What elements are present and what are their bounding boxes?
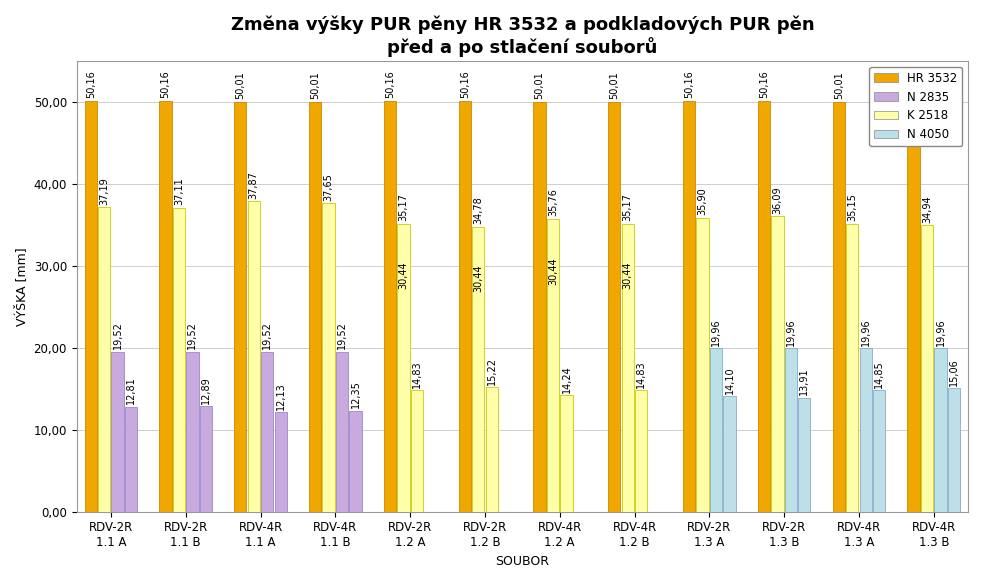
- Bar: [248, 201, 260, 512]
- Bar: [723, 396, 735, 512]
- Text: 30,44: 30,44: [398, 262, 408, 289]
- Text: 19,52: 19,52: [188, 321, 198, 349]
- Bar: [560, 395, 572, 512]
- Text: 19,52: 19,52: [113, 321, 123, 349]
- Bar: [859, 348, 872, 512]
- Text: 12,81: 12,81: [126, 377, 136, 404]
- Bar: [784, 348, 797, 512]
- Text: 37,87: 37,87: [249, 171, 259, 199]
- Bar: [125, 407, 138, 512]
- Bar: [547, 219, 559, 512]
- Bar: [472, 227, 485, 512]
- Bar: [159, 101, 172, 512]
- Bar: [322, 203, 335, 512]
- Bar: [846, 224, 858, 512]
- Bar: [683, 101, 695, 512]
- Bar: [383, 101, 396, 512]
- Text: 35,76: 35,76: [548, 188, 558, 216]
- Text: 50,01: 50,01: [908, 72, 918, 100]
- Bar: [397, 223, 410, 512]
- Text: 13,91: 13,91: [799, 368, 809, 395]
- Bar: [200, 406, 212, 512]
- Bar: [710, 348, 723, 512]
- Text: 19,96: 19,96: [711, 318, 722, 346]
- Text: 37,19: 37,19: [99, 177, 109, 205]
- Bar: [621, 223, 634, 512]
- Bar: [772, 216, 783, 512]
- Bar: [935, 348, 947, 512]
- Bar: [349, 410, 362, 512]
- X-axis label: SOUBOR: SOUBOR: [495, 555, 549, 568]
- Text: 14,83: 14,83: [636, 360, 646, 388]
- Text: 19,52: 19,52: [262, 321, 272, 349]
- Text: 35,90: 35,90: [698, 187, 708, 215]
- Text: 30,44: 30,44: [548, 258, 558, 285]
- Bar: [873, 390, 886, 512]
- Text: 50,16: 50,16: [460, 71, 470, 98]
- Text: 37,11: 37,11: [174, 177, 184, 205]
- Bar: [833, 102, 845, 512]
- Text: 50,16: 50,16: [684, 71, 694, 98]
- Text: 12,13: 12,13: [275, 382, 286, 410]
- Text: 50,01: 50,01: [609, 72, 619, 100]
- Text: 30,44: 30,44: [623, 262, 633, 289]
- Bar: [697, 217, 709, 512]
- Text: 35,15: 35,15: [847, 194, 857, 221]
- Text: 14,10: 14,10: [724, 366, 734, 394]
- Text: 35,17: 35,17: [623, 193, 633, 221]
- Bar: [921, 226, 933, 512]
- Text: 34,94: 34,94: [922, 195, 932, 223]
- Bar: [85, 101, 97, 512]
- Bar: [948, 388, 960, 512]
- Text: 19,96: 19,96: [861, 318, 871, 346]
- Text: 37,65: 37,65: [323, 173, 333, 201]
- Title: Změna výšky PUR pěny HR 3532 a podkladových PUR pěn
před a po stlačení souborů: Změna výšky PUR pěny HR 3532 a podkladov…: [231, 15, 814, 57]
- Text: 50,01: 50,01: [235, 72, 246, 100]
- Bar: [459, 101, 471, 512]
- Bar: [907, 102, 920, 512]
- Text: 34,78: 34,78: [473, 196, 484, 224]
- Bar: [336, 352, 348, 512]
- Text: 50,16: 50,16: [86, 71, 95, 98]
- Text: 19,96: 19,96: [785, 318, 796, 346]
- Text: 14,24: 14,24: [561, 365, 571, 392]
- Legend: HR 3532, N 2835, K 2518, N 4050: HR 3532, N 2835, K 2518, N 4050: [869, 67, 962, 146]
- Text: 15,22: 15,22: [487, 357, 496, 385]
- Text: 19,52: 19,52: [337, 321, 347, 349]
- Y-axis label: VÝŠKA [mm]: VÝŠKA [mm]: [15, 247, 28, 326]
- Bar: [309, 102, 321, 512]
- Text: 30,44: 30,44: [473, 264, 484, 292]
- Text: 12,89: 12,89: [201, 376, 211, 403]
- Text: 50,16: 50,16: [160, 71, 170, 98]
- Bar: [261, 352, 273, 512]
- Bar: [534, 102, 546, 512]
- Bar: [758, 101, 770, 512]
- Text: 14,83: 14,83: [412, 360, 422, 388]
- Text: 50,01: 50,01: [834, 72, 843, 100]
- Text: 14,85: 14,85: [874, 360, 884, 388]
- Bar: [798, 398, 810, 512]
- Bar: [173, 208, 185, 512]
- Bar: [274, 412, 287, 512]
- Text: 12,35: 12,35: [351, 380, 361, 408]
- Text: 19,96: 19,96: [936, 318, 946, 346]
- Text: 50,01: 50,01: [310, 72, 320, 100]
- Bar: [111, 352, 124, 512]
- Bar: [98, 207, 110, 512]
- Text: 36,09: 36,09: [773, 186, 782, 213]
- Bar: [187, 352, 199, 512]
- Text: 50,16: 50,16: [385, 71, 395, 98]
- Bar: [411, 390, 423, 512]
- Text: 35,17: 35,17: [398, 193, 408, 221]
- Text: 15,06: 15,06: [949, 358, 959, 386]
- Text: 50,01: 50,01: [535, 72, 545, 100]
- Text: 50,16: 50,16: [759, 71, 769, 98]
- Bar: [608, 102, 620, 512]
- Bar: [635, 390, 648, 512]
- Bar: [234, 102, 247, 512]
- Bar: [486, 387, 497, 512]
